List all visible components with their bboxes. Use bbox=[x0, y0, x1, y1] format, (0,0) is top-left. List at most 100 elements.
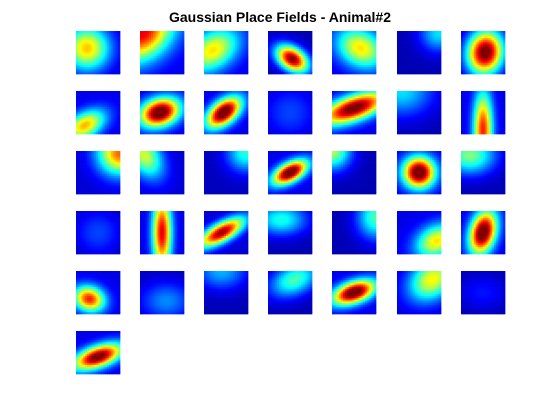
heatmap-cell bbox=[352, 45, 355, 48]
heatmap-cell bbox=[114, 112, 117, 115]
heatmap-cell bbox=[333, 36, 337, 39]
heatmap-cell bbox=[233, 59, 236, 62]
heatmap-cell bbox=[268, 38, 271, 41]
heatmap-cell bbox=[224, 32, 227, 35]
heatmap-cell bbox=[439, 38, 442, 41]
heatmap-cell bbox=[483, 47, 486, 50]
heatmap-cell bbox=[310, 52, 313, 55]
heatmap-cell bbox=[280, 43, 284, 46]
heatmap-cell bbox=[98, 117, 101, 121]
heatmap-cell bbox=[94, 45, 97, 48]
heatmap-cell bbox=[470, 31, 473, 34]
heatmap-cell bbox=[103, 66, 106, 69]
heatmap-cell bbox=[492, 65, 495, 68]
heatmap-cell bbox=[77, 59, 81, 62]
heatmap-cell bbox=[92, 98, 95, 101]
heatmap-cell bbox=[173, 63, 176, 66]
heatmap-cell bbox=[114, 99, 117, 103]
heatmap-cell bbox=[222, 68, 225, 71]
heatmap-cell bbox=[422, 66, 425, 69]
heatmap-cell bbox=[398, 50, 402, 53]
heatmap-cell bbox=[92, 63, 95, 66]
heatmap-cell bbox=[397, 65, 400, 68]
heatmap-cell bbox=[224, 47, 227, 50]
heatmap-cell bbox=[339, 52, 342, 55]
heatmap-cell bbox=[163, 56, 167, 59]
heatmap-cell bbox=[114, 63, 117, 66]
heatmap-cell bbox=[409, 70, 413, 73]
heatmap-cell bbox=[182, 66, 185, 69]
heatmap-cell bbox=[426, 68, 429, 71]
heatmap-cell bbox=[109, 45, 112, 48]
heatmap-cell bbox=[176, 65, 179, 68]
heatmap-cell bbox=[420, 45, 424, 48]
heatmap-cell bbox=[141, 50, 145, 53]
heatmap-cell bbox=[461, 68, 464, 71]
heatmap-cell bbox=[435, 31, 438, 34]
heatmap-cell bbox=[400, 72, 403, 75]
heatmap-cell bbox=[87, 50, 90, 53]
heatmap-cell bbox=[346, 36, 349, 39]
heatmap-cell bbox=[335, 48, 338, 52]
heatmap-cell bbox=[218, 32, 221, 35]
heatmap-cell bbox=[235, 32, 238, 35]
heatmap-cell bbox=[484, 45, 488, 48]
heatmap-cell bbox=[302, 39, 306, 43]
heatmap-cell bbox=[341, 38, 344, 41]
heatmap-cell bbox=[374, 52, 377, 55]
heatmap-cell bbox=[98, 91, 101, 94]
heatmap-cell bbox=[76, 38, 79, 41]
heatmap-cell bbox=[83, 56, 86, 59]
heatmap-cell bbox=[88, 65, 92, 68]
heatmap-cell bbox=[96, 50, 99, 53]
heatmap-cell bbox=[464, 61, 467, 64]
heatmap-cell bbox=[204, 32, 207, 35]
heatmap-cell bbox=[299, 45, 302, 48]
heatmap-cell bbox=[337, 70, 340, 73]
heatmap-cell bbox=[290, 47, 293, 50]
heatmap-cell bbox=[350, 32, 353, 35]
heatmap-cell bbox=[464, 45, 467, 48]
heatmap-cell bbox=[110, 65, 114, 68]
heatmap-cell bbox=[231, 38, 234, 41]
heatmap-cell bbox=[96, 36, 99, 39]
heatmap-cell bbox=[171, 65, 174, 68]
heatmap-cell bbox=[310, 45, 313, 48]
heatmap-cell bbox=[162, 61, 165, 64]
heatmap-cell bbox=[105, 103, 108, 106]
heatmap-cell bbox=[163, 47, 167, 50]
heatmap-cell bbox=[176, 68, 179, 71]
heatmap-cell bbox=[112, 68, 115, 71]
heatmap-cell bbox=[359, 63, 362, 66]
heatmap-cell bbox=[79, 99, 82, 103]
heatmap-cell bbox=[151, 31, 154, 34]
heatmap-cell bbox=[268, 39, 271, 43]
heatmap-cell bbox=[152, 36, 156, 39]
heatmap-cell bbox=[348, 38, 351, 41]
heatmap-cell bbox=[99, 123, 103, 126]
heatmap-cell bbox=[337, 59, 340, 62]
heatmap-cell bbox=[269, 70, 273, 73]
heatmap-cell bbox=[408, 41, 411, 44]
heatmap-cell bbox=[501, 47, 504, 50]
heatmap-cell bbox=[280, 59, 284, 62]
heatmap-cell bbox=[435, 38, 438, 41]
heatmap-cell bbox=[176, 57, 179, 61]
heatmap-cell bbox=[304, 57, 307, 61]
heatmap-cell bbox=[147, 43, 150, 46]
heatmap-cell bbox=[468, 32, 471, 35]
heatmap-cell bbox=[464, 56, 467, 59]
heatmap-cell bbox=[310, 66, 313, 69]
heatmap-cell bbox=[118, 112, 121, 115]
heatmap-cell bbox=[468, 43, 471, 46]
heatmap-cell bbox=[227, 57, 231, 61]
heatmap-cell bbox=[156, 66, 159, 69]
heatmap-cell bbox=[433, 31, 436, 34]
heatmap-cell bbox=[158, 38, 161, 41]
heatmap-cell bbox=[486, 63, 489, 66]
heatmap-cell bbox=[503, 65, 506, 68]
heatmap-cell bbox=[271, 43, 274, 46]
heatmap-cell bbox=[176, 70, 179, 73]
heatmap-cell bbox=[308, 32, 311, 35]
heatmap-cell bbox=[90, 116, 93, 119]
